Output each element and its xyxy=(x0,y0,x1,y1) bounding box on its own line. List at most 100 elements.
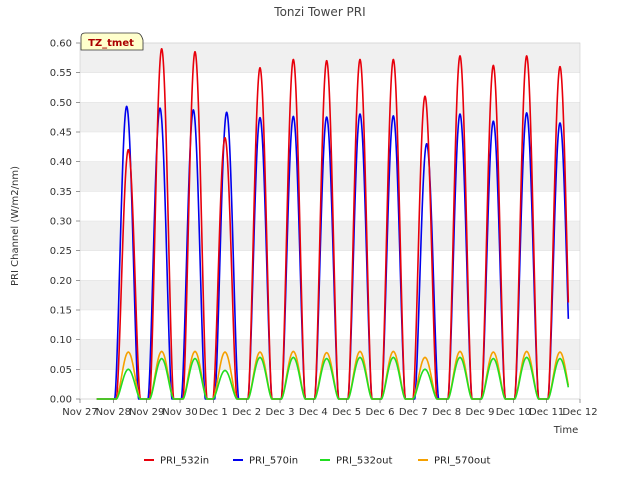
x-tick-label: Dec 12 xyxy=(562,407,597,418)
chart-title: Tonzi Tower PRI xyxy=(273,5,365,19)
data-point-pri_532out xyxy=(325,357,328,360)
y-axis-title: PRI Channel (W/m2/nm) xyxy=(10,166,21,286)
data-point-pri_570in xyxy=(292,115,295,118)
y-tick-label: 0.50 xyxy=(50,98,72,109)
annotation-box xyxy=(80,32,144,51)
data-point-pri_532out xyxy=(459,356,461,359)
data-point-pri_532in xyxy=(392,58,395,61)
x-tick-label: Nov 28 xyxy=(96,407,131,418)
x-tick-label: Dec 6 xyxy=(366,407,395,418)
data-point-pri_570out xyxy=(525,350,528,353)
data-point-pri_532out xyxy=(259,356,261,359)
data-point-pri_532in xyxy=(459,55,461,57)
data-point-pri_570out xyxy=(160,350,163,353)
data-point-pri_532out xyxy=(424,368,426,371)
data-point-pri_570out xyxy=(392,350,395,353)
data-point-pri_532in xyxy=(127,148,130,151)
data-point-pri_532in xyxy=(292,58,295,61)
data-point-pri_532out xyxy=(559,357,561,360)
data-point-pri_570out xyxy=(459,350,461,353)
data-point-pri_532in xyxy=(325,59,328,62)
x-tick-label: Dec 8 xyxy=(432,407,461,418)
data-point-pri_570in xyxy=(325,116,328,119)
grid-band xyxy=(80,280,580,310)
data-point-pri_570in xyxy=(359,113,361,116)
data-point-pri_532in xyxy=(424,95,426,98)
data-point-pri_570in xyxy=(425,142,428,145)
series-layer xyxy=(96,48,570,400)
data-point-pri_532out xyxy=(194,357,196,360)
y-tick-label: 0.15 xyxy=(50,306,72,317)
y-tick-label: 0.00 xyxy=(50,395,72,406)
legend: PRI_532in PRI_570in PRI_532out PRI_570out xyxy=(144,456,490,467)
y-tick-label: 0.20 xyxy=(50,276,72,287)
y-tick-label: 0.35 xyxy=(50,187,72,198)
data-point-pri_570out xyxy=(127,351,130,354)
data-point-pri_570in xyxy=(492,120,495,123)
y-tick-label: 0.40 xyxy=(50,157,72,168)
data-point-pri_570in xyxy=(525,112,528,114)
y-tick-label: 0.60 xyxy=(50,39,72,50)
data-point-pri_532in xyxy=(559,65,561,68)
data-point-pri_532out xyxy=(224,369,226,372)
data-point-pri_570out xyxy=(492,351,495,354)
data-point-pri_570out xyxy=(359,350,361,353)
data-point-pri_570in xyxy=(459,113,461,116)
data-point-pri_532in xyxy=(160,48,163,50)
data-point-pri_532in xyxy=(492,64,495,67)
data-point-pri_570in xyxy=(259,116,261,119)
data-point-pri_570in xyxy=(192,109,195,111)
data-point-pri_532out xyxy=(392,356,395,359)
y-tick-label: 0.10 xyxy=(50,335,72,346)
x-tick-label: Dec 9 xyxy=(466,407,495,418)
data-point-pri_570in xyxy=(225,111,228,114)
legend-label: PRI_570in xyxy=(249,456,298,467)
data-point-pri_570out xyxy=(259,351,261,354)
annotation-label: TZ_tmet xyxy=(88,38,134,49)
x-tick-label: Dec 2 xyxy=(232,407,261,418)
data-point-pri_532out xyxy=(160,357,163,360)
legend-label: PRI_532out xyxy=(336,456,392,467)
x-tick-label: Dec 4 xyxy=(299,407,328,418)
data-point-pri_570out xyxy=(325,351,328,354)
y-tick-label: 0.05 xyxy=(50,365,72,376)
data-point-pri_570out xyxy=(224,351,226,354)
data-point-pri_532out xyxy=(525,356,528,359)
data-point-pri_532in xyxy=(525,55,528,57)
data-point-pri_532out xyxy=(292,356,295,359)
data-point-pri_532in xyxy=(194,51,196,53)
data-point-pri_532in xyxy=(359,58,361,61)
data-point-pri_570in xyxy=(159,107,161,110)
x-tick-label: Dec 10 xyxy=(496,407,531,418)
y-tick-label: 0.30 xyxy=(50,217,72,228)
series-line-pri_532out xyxy=(96,356,570,400)
grid-band xyxy=(80,43,580,73)
data-point-pri_570in xyxy=(125,105,128,108)
data-point-pri_570out xyxy=(559,351,561,354)
x-tick-label: Nov 27 xyxy=(62,407,97,418)
legend-label: PRI_532in xyxy=(160,456,209,467)
y-tick-label: 0.55 xyxy=(50,68,72,79)
grid-band xyxy=(80,221,580,251)
legend-label: PRI_570out xyxy=(434,456,490,467)
x-tick-label: Dec 1 xyxy=(199,407,228,418)
data-point-pri_532in xyxy=(259,67,261,69)
y-axis: 0.00 0.05 0.10 0.15 0.20 0.25 0.30 0.35 0.40 0.45… xyxy=(50,39,80,406)
y-tick-label: 0.45 xyxy=(50,128,72,139)
x-tick-label: Dec 5 xyxy=(332,407,361,418)
x-axis-title: Time xyxy=(553,425,578,436)
data-point-pri_570out xyxy=(292,350,295,353)
data-point-pri_570out xyxy=(194,350,196,353)
annotation-badge: TZ_tmet xyxy=(80,32,144,51)
y-tick-label: 0.25 xyxy=(50,246,72,257)
x-tick-label: Nov 30 xyxy=(162,407,197,418)
x-tick-label: Dec 7 xyxy=(399,407,428,418)
data-point-pri_532out xyxy=(359,356,361,359)
data-point-pri_532in xyxy=(224,137,226,139)
x-tick-label: Dec 11 xyxy=(529,407,564,418)
data-point-pri_570in xyxy=(392,115,395,117)
data-point-pri_570in xyxy=(559,122,561,124)
x-tick-label: Nov 29 xyxy=(129,407,164,418)
